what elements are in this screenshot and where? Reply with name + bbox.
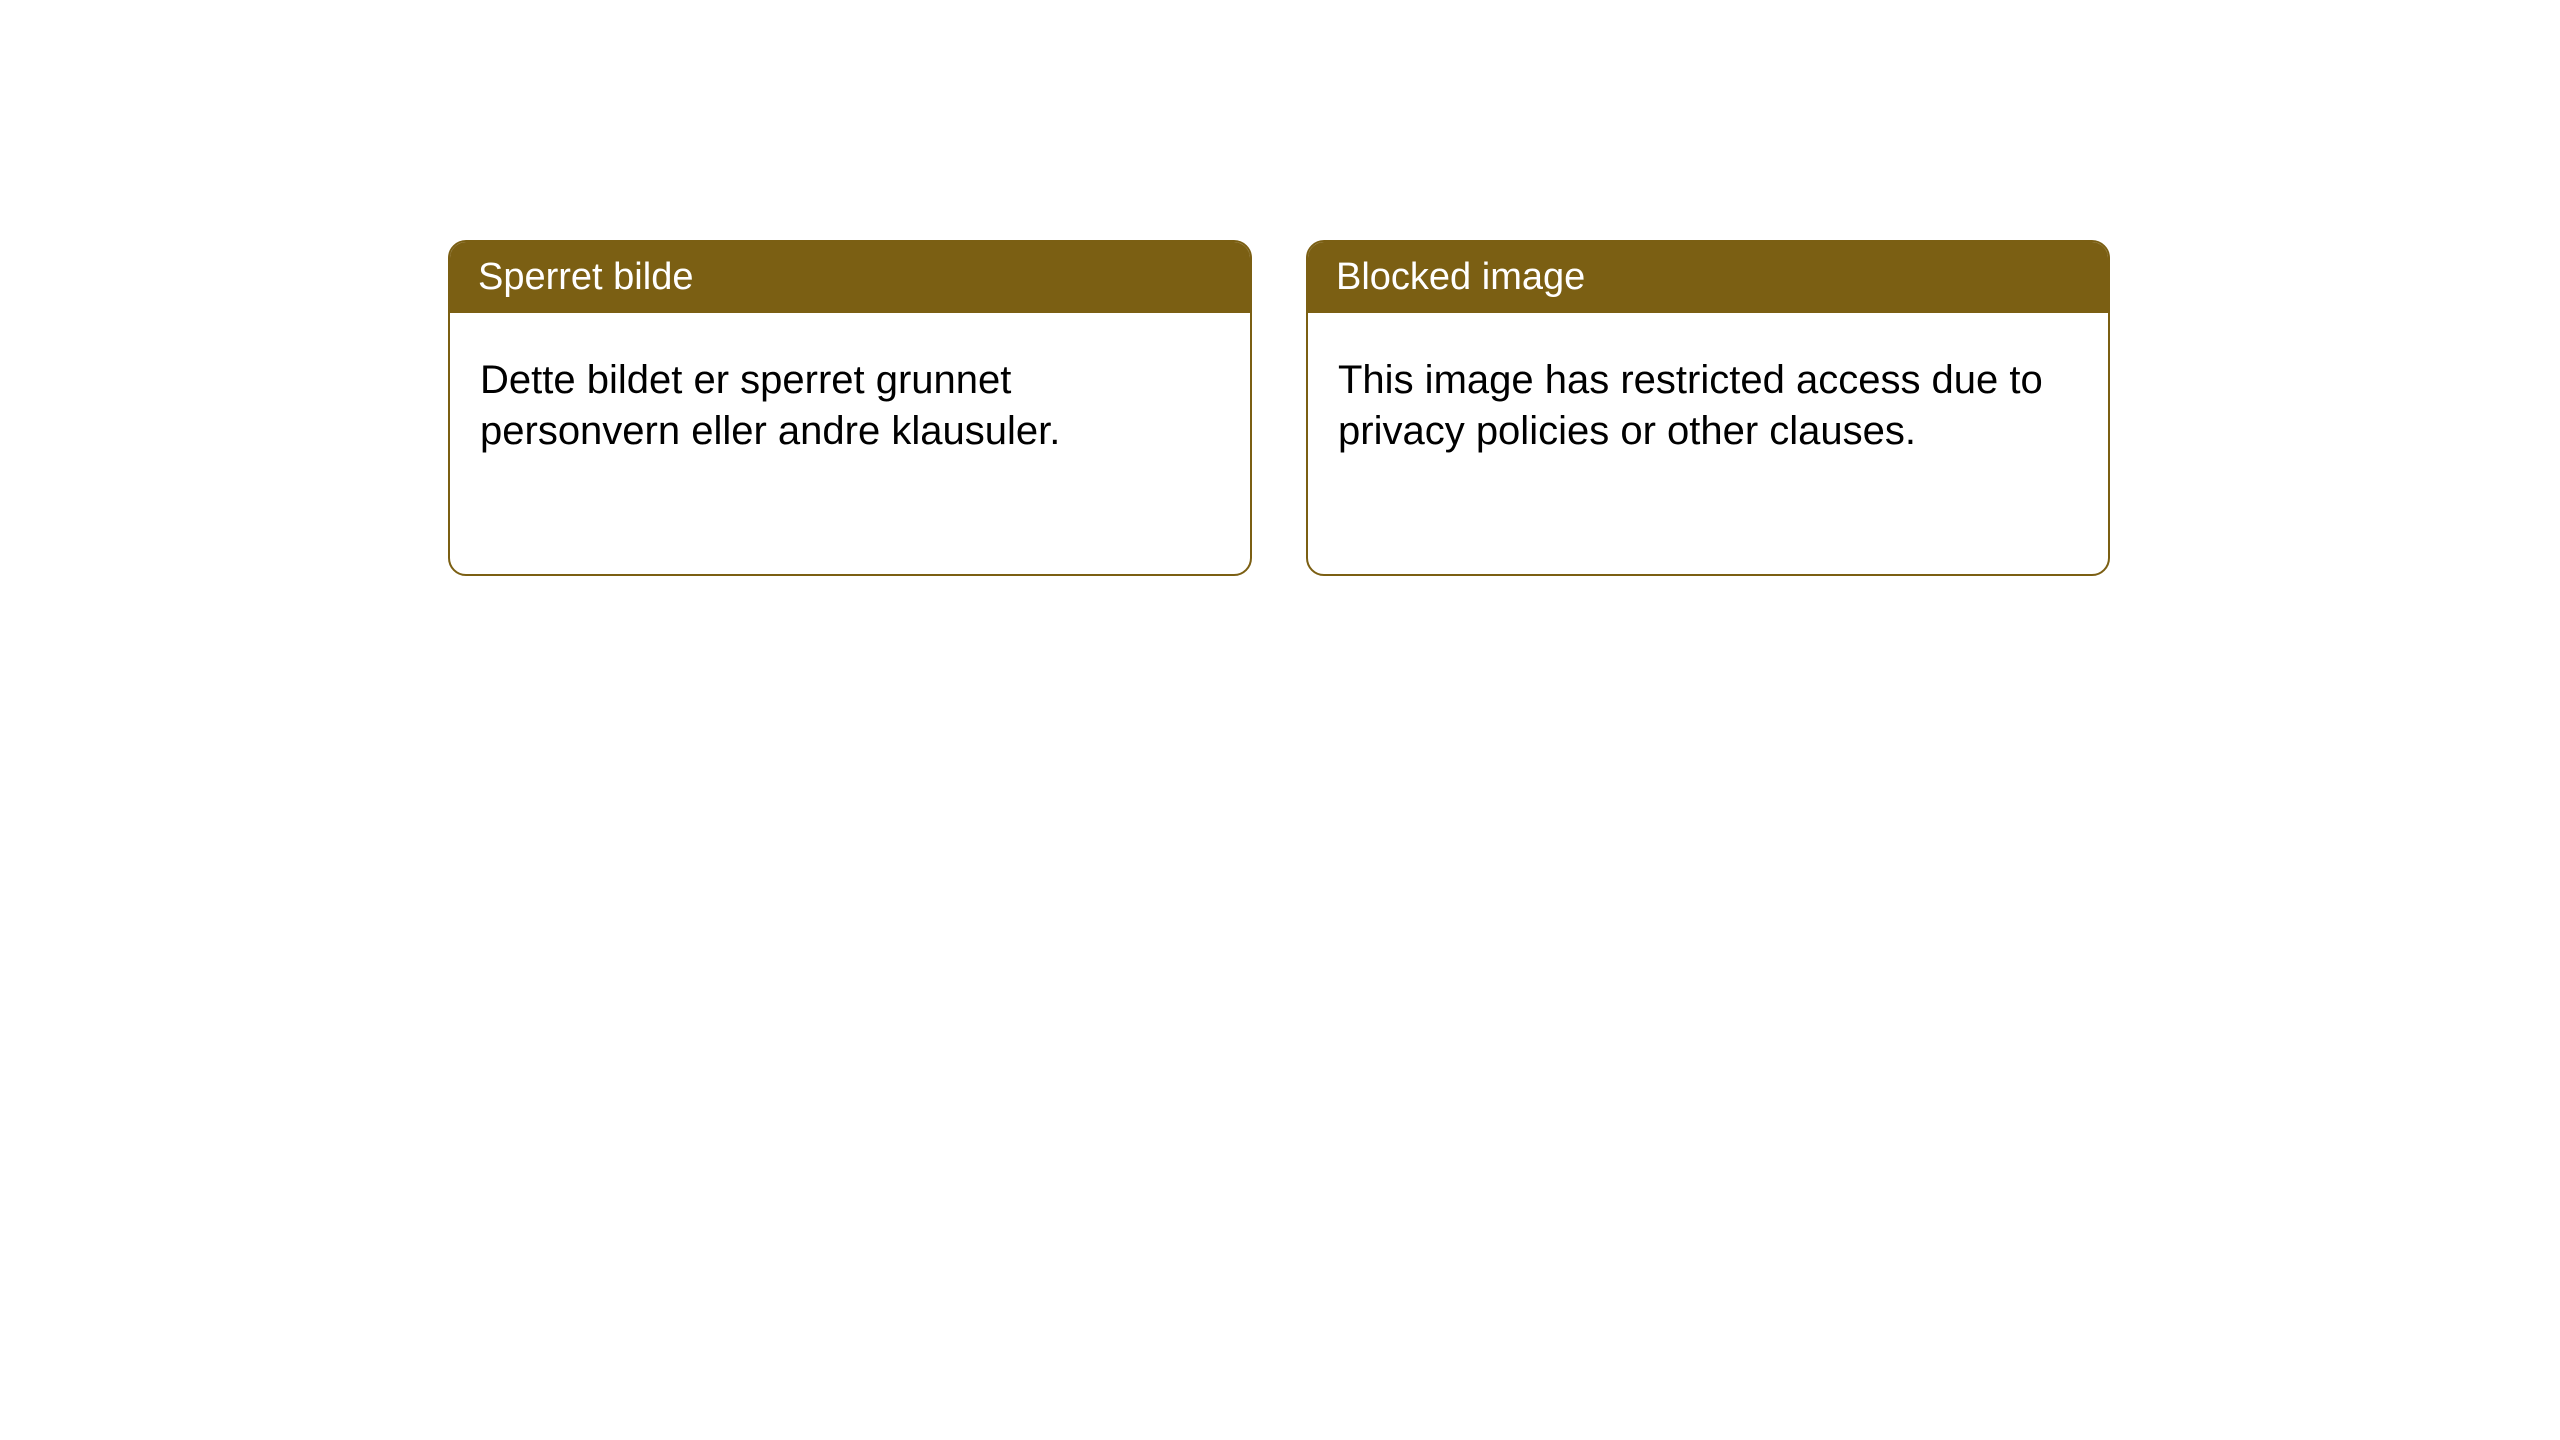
notice-box-norwegian: Sperret bilde Dette bildet er sperret gr… xyxy=(448,240,1252,576)
notice-title: Sperret bilde xyxy=(478,256,693,298)
notice-header: Sperret bilde xyxy=(450,242,1250,313)
notice-box-english: Blocked image This image has restricted … xyxy=(1306,240,2110,576)
notice-body-text: This image has restricted access due to … xyxy=(1338,358,2043,453)
notice-title: Blocked image xyxy=(1336,256,1585,298)
notice-body: This image has restricted access due to … xyxy=(1308,313,2108,499)
notice-body-text: Dette bildet er sperret grunnet personve… xyxy=(480,358,1060,453)
notice-body: Dette bildet er sperret grunnet personve… xyxy=(450,313,1250,499)
notice-header: Blocked image xyxy=(1308,242,2108,313)
notice-container: Sperret bilde Dette bildet er sperret gr… xyxy=(0,0,2560,576)
